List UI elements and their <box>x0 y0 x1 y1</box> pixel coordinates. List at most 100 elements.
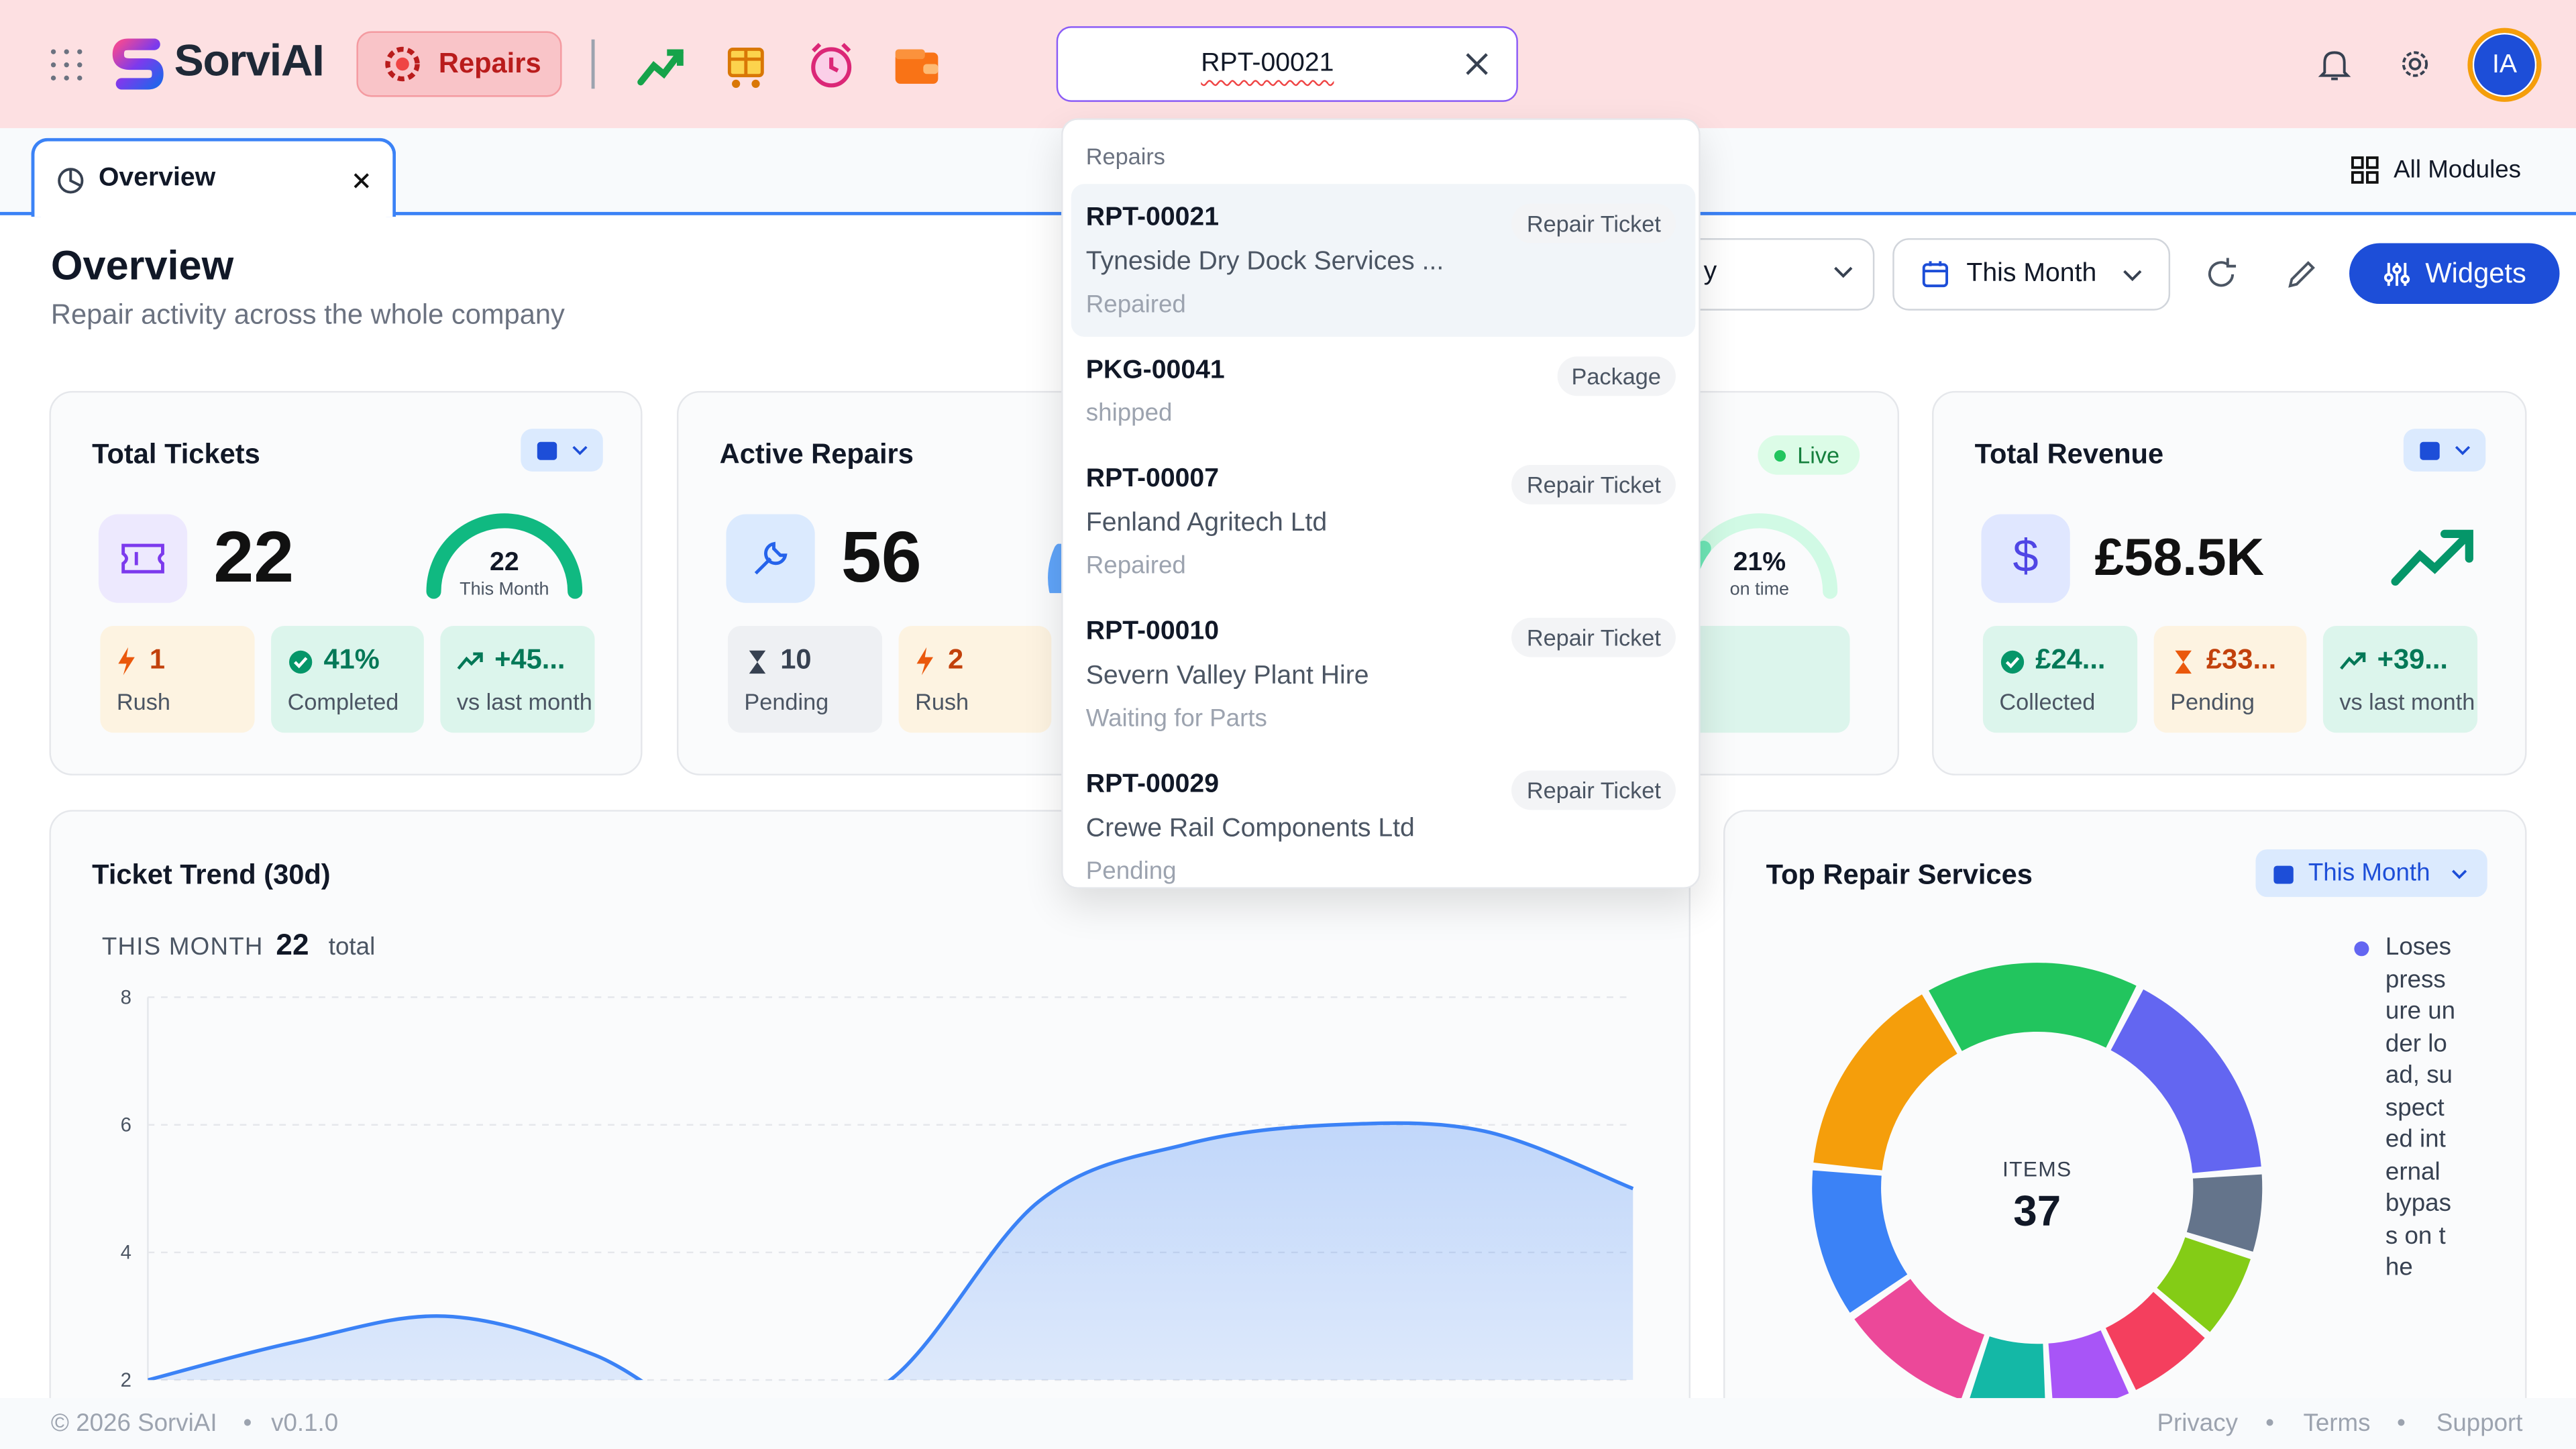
footer-separator: • <box>243 1409 252 1438</box>
footer-link-terms[interactable]: Terms <box>2303 1409 2371 1438</box>
donut-slice[interactable] <box>2048 1330 2129 1413</box>
calendar-icon <box>1922 261 1949 288</box>
wrench-icon-box <box>726 514 815 603</box>
tab-label: Overview <box>98 164 216 193</box>
search-query: RPT-00021 <box>1201 49 1334 78</box>
widgets-button[interactable]: Widgets <box>2349 243 2560 305</box>
y-tick-label: 2 <box>121 1369 131 1391</box>
trend-up-icon <box>2340 652 2366 670</box>
pencil-icon[interactable] <box>2284 256 2320 292</box>
footer-separator: • <box>2265 1409 2275 1438</box>
user-avatar[interactable]: IA <box>2467 28 2542 102</box>
gauge-label: on time <box>1729 580 1790 600</box>
top-bar: SorviAI Repairs RPT-00021 IA <box>0 0 2576 129</box>
result-type-tag: Repair Ticket <box>1511 770 1676 810</box>
donut-slice[interactable] <box>1812 1170 1908 1313</box>
donut-slice[interactable] <box>2105 1291 2205 1391</box>
chip-value: +45... <box>494 644 566 676</box>
trend-chart-icon[interactable] <box>634 40 686 92</box>
card-title: Ticket Trend (30d) <box>92 859 331 891</box>
live-badge: Live <box>1758 435 1860 475</box>
trend-up-icon <box>2391 529 2473 586</box>
card-total-revenue: Total Revenue $ £58.5K £24... Collected … <box>1932 390 2527 775</box>
result-type-tag: Repair Ticket <box>1511 617 1676 657</box>
donut-slice[interactable] <box>2110 989 2261 1173</box>
lightning-icon <box>916 647 934 676</box>
result-type-tag: Package <box>1556 356 1676 396</box>
chip-vs-last-month: +39... vs last month <box>2322 626 2478 733</box>
footer-separator: • <box>2397 1409 2406 1438</box>
card-period-button[interactable] <box>521 429 603 472</box>
chip-value: £33... <box>2206 644 2277 676</box>
search-result-item[interactable]: RPT-00021 Repair Ticket Tyneside Dry Doc… <box>1071 184 1696 337</box>
card-period-button[interactable] <box>2403 429 2486 472</box>
search-result-item[interactable]: PKG-00041 Package shipped <box>1071 337 1696 445</box>
gear-icon[interactable] <box>2397 46 2433 83</box>
app-name[interactable]: SorviAI <box>174 36 325 86</box>
module-repairs-button[interactable]: Repairs <box>356 31 562 97</box>
module-repairs-label: Repairs <box>438 48 541 79</box>
gauge-value: 21% <box>1733 548 1786 577</box>
chip-label: Collected <box>1999 688 2096 715</box>
check-circle-icon <box>2000 650 2025 674</box>
chip-value: 10 <box>780 644 812 676</box>
divider <box>591 39 595 89</box>
clear-search-icon[interactable] <box>1462 49 1492 78</box>
chip-label: Completed <box>287 688 399 715</box>
card-value: 56 <box>841 517 922 598</box>
all-modules-button[interactable]: All Modules <box>2351 156 2521 184</box>
result-status: shipped <box>1085 399 1173 427</box>
footer-link-support[interactable]: Support <box>2436 1409 2523 1438</box>
services-period-select[interactable]: This Month <box>2255 849 2487 898</box>
period-select[interactable]: This Month <box>1892 238 2171 311</box>
result-id: RPT-00029 <box>1085 770 1219 799</box>
chip-vs-last-month: +45... vs last month <box>440 626 595 733</box>
trend-total-suffix: total <box>328 933 376 961</box>
search-result-item[interactable]: RPT-00007 Repair Ticket Fenland Agritech… <box>1071 445 1696 598</box>
live-label: Live <box>1797 441 1840 468</box>
dollar-icon-box: $ <box>1981 514 2070 603</box>
trend-chart: 8 6 4 2 <box>121 986 1634 1391</box>
result-name: Tyneside Dry Dock Services ... <box>1085 248 1444 276</box>
donut-chart <box>1812 963 2263 1413</box>
close-tab-icon[interactable] <box>352 171 371 191</box>
chip-value: +39... <box>2377 644 2449 676</box>
result-type-tag: Repair Ticket <box>1511 465 1676 504</box>
donut-slice[interactable] <box>1813 994 1957 1171</box>
live-dot <box>1774 449 1786 461</box>
search-result-item[interactable]: RPT-00010 Repair Ticket Severn Valley Pl… <box>1071 598 1696 751</box>
donut-slice[interactable] <box>2157 1237 2251 1332</box>
search-result-item[interactable]: RPT-00029 Repair Ticket Crewe Rail Compo… <box>1071 751 1696 887</box>
calendar-icon <box>2273 865 2294 884</box>
result-name: Fenland Agritech Ltd <box>1085 509 1328 537</box>
package-cart-icon[interactable] <box>720 40 772 92</box>
dollar-icon: $ <box>2012 531 2039 582</box>
card-title: Top Repair Services <box>1766 859 2033 891</box>
card-title: Active Repairs <box>719 438 914 470</box>
donut-slice[interactable] <box>2186 1174 2263 1252</box>
all-modules-label: All Modules <box>2394 156 2522 184</box>
donut-slice[interactable] <box>1854 1279 1985 1400</box>
result-id: PKG-00041 <box>1085 356 1225 385</box>
calendar-icon <box>2420 441 2440 460</box>
wallet-icon[interactable] <box>890 40 943 92</box>
services-period-value: This Month <box>2308 859 2430 888</box>
chip-label: vs last month <box>2339 688 2475 715</box>
trend-up-icon <box>457 652 483 670</box>
ticket-icon <box>121 543 164 574</box>
footer-link-privacy[interactable]: Privacy <box>2157 1409 2238 1438</box>
legend-swatch <box>2354 941 2369 957</box>
period-select-value: This Month <box>1966 259 2097 288</box>
alarm-clock-icon[interactable] <box>805 40 857 92</box>
refresh-icon[interactable] <box>2203 256 2239 292</box>
global-search-input[interactable]: RPT-00021 <box>1056 26 1518 102</box>
tab-overview[interactable]: Overview <box>31 138 396 217</box>
pie-chart-icon <box>58 168 84 194</box>
y-tick-label: 4 <box>121 1242 131 1264</box>
bell-icon[interactable] <box>2316 46 2353 83</box>
donut-slice[interactable] <box>1929 963 2137 1051</box>
app-launcher-icon[interactable] <box>50 49 84 82</box>
chip-pending: £33... Pending <box>2153 626 2307 733</box>
donut-slice[interactable] <box>1968 1336 2046 1413</box>
gauge <box>426 513 583 599</box>
